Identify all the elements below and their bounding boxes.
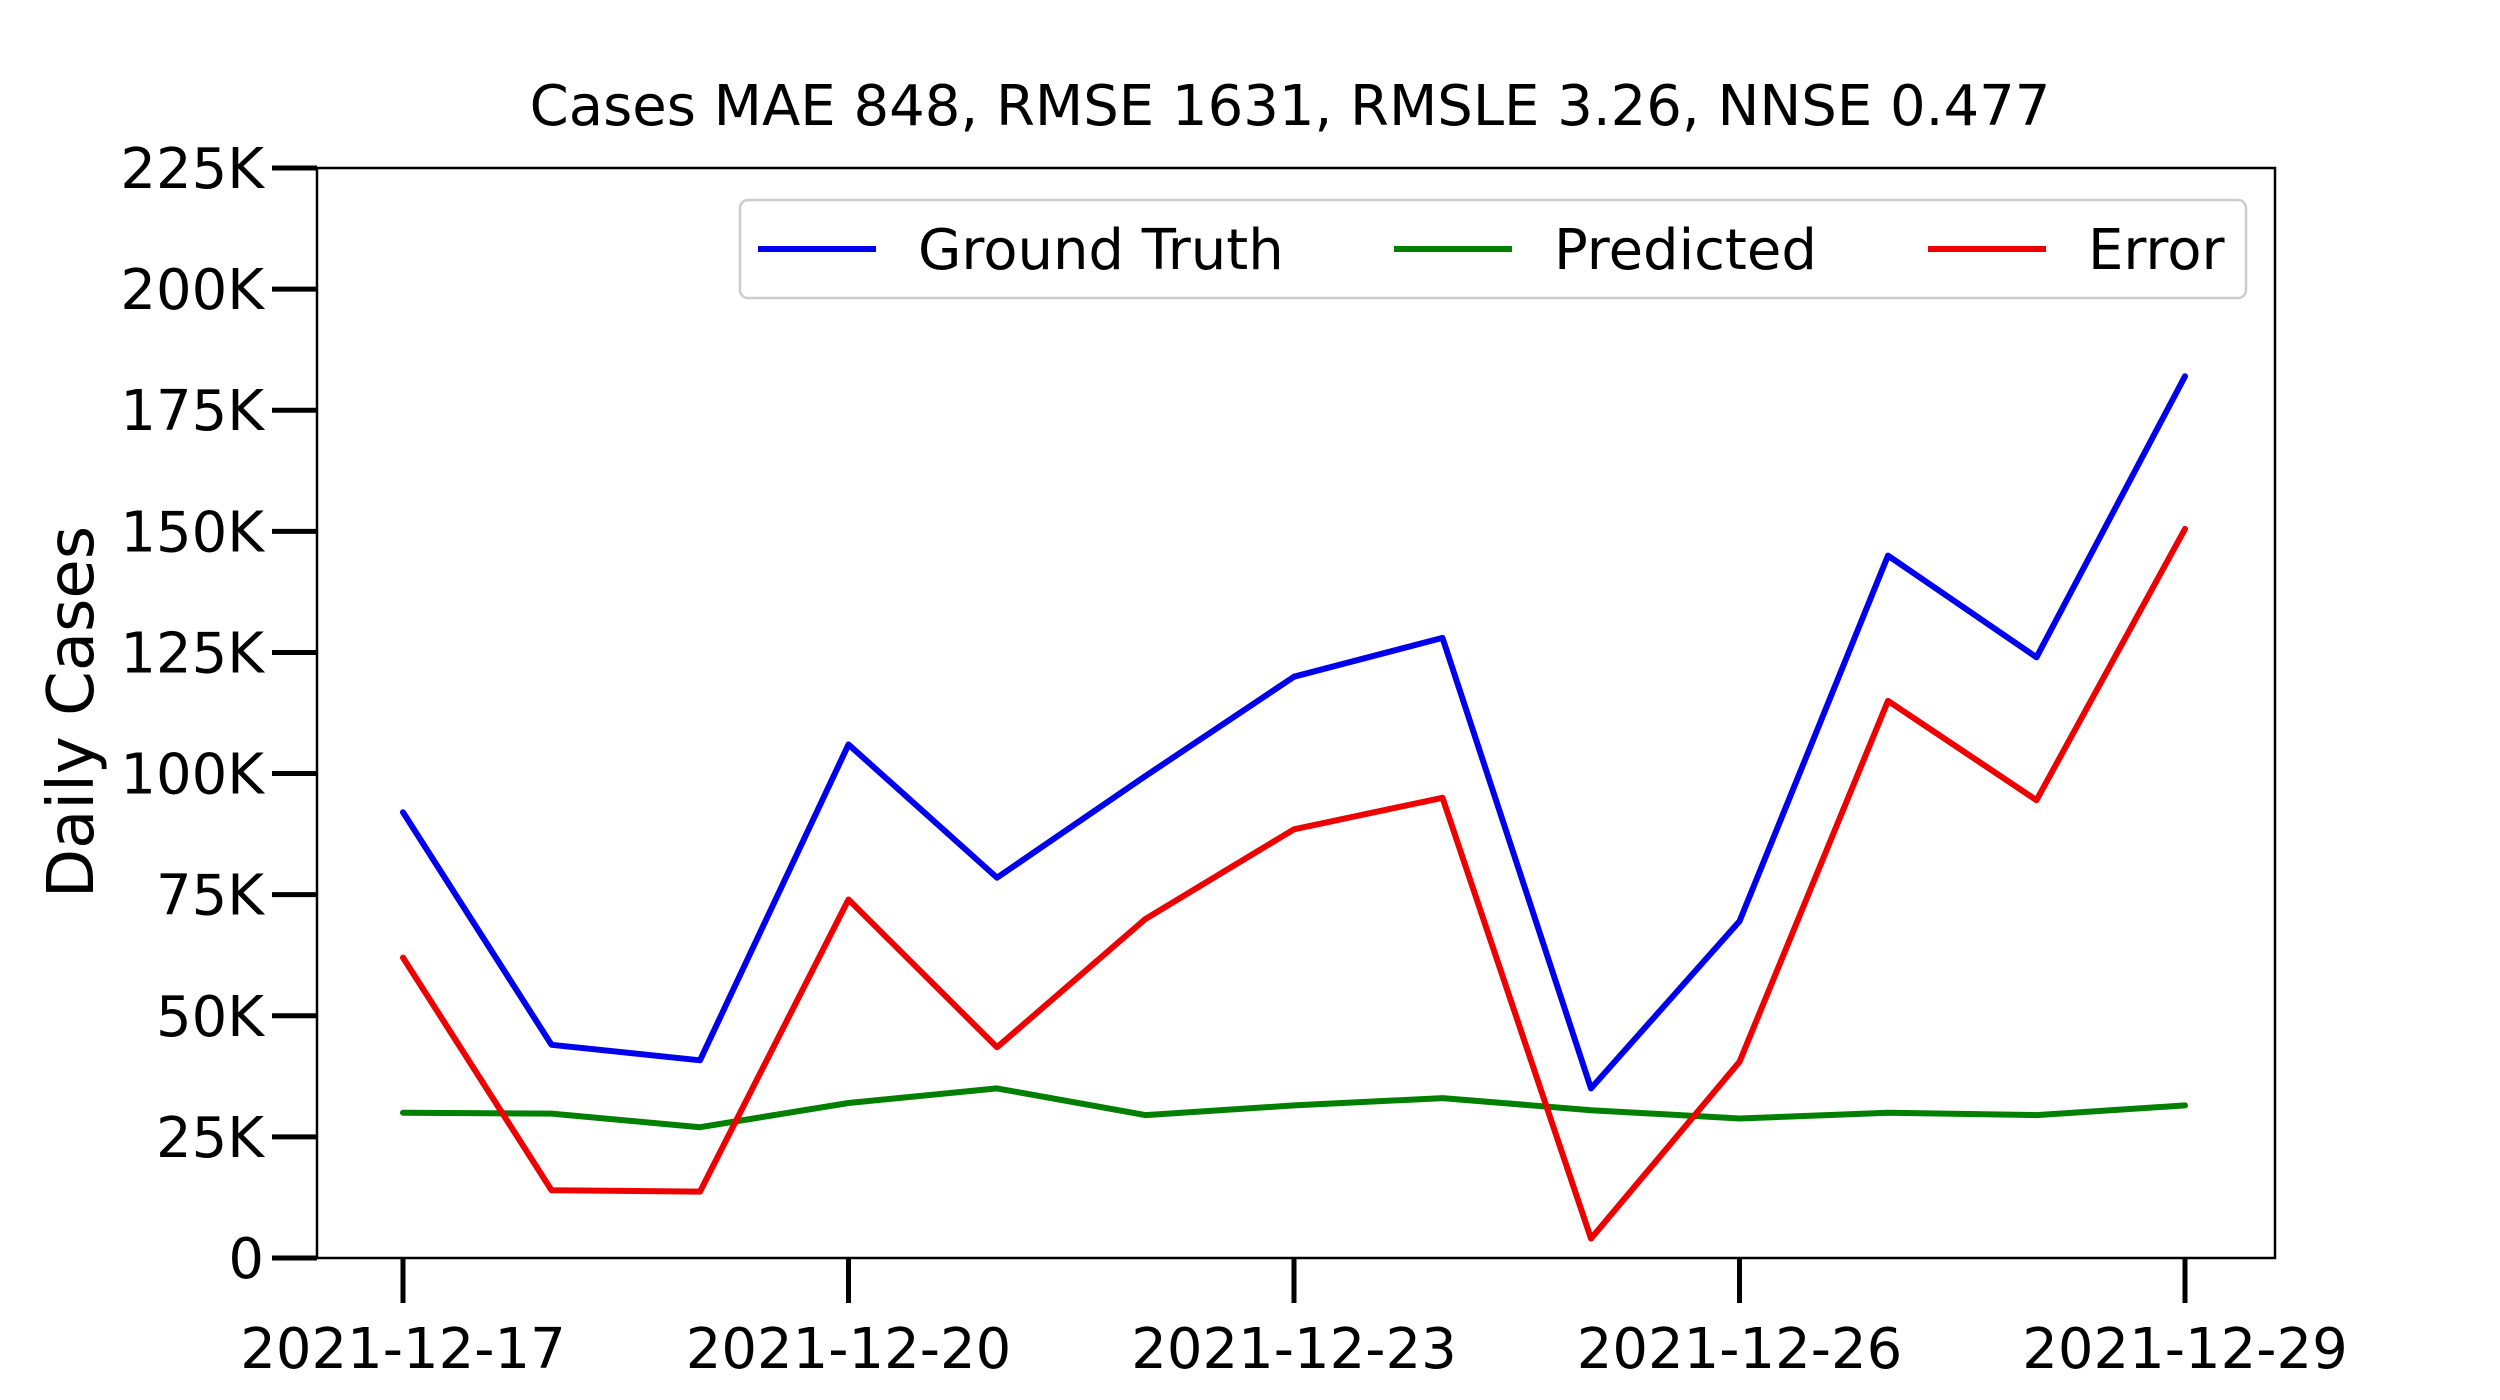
y-tick-label: 225K: [120, 137, 265, 202]
x-tick-label: 2021-12-23: [1131, 1317, 1456, 1382]
y-tick-label: 75K: [156, 864, 265, 929]
y-tick-label: 125K: [120, 621, 265, 686]
y-tick-label: 0: [228, 1227, 264, 1292]
y-axis-label: Daily Cases: [35, 526, 109, 898]
y-tick-label: 25K: [156, 1106, 265, 1171]
y-tick-label: 50K: [156, 985, 265, 1050]
series-line-error: [400, 525, 2188, 1242]
y-tick-label: 175K: [120, 379, 265, 444]
x-tick-label: 2021-12-17: [240, 1317, 565, 1382]
x-axis-ticks: 2021-12-17 2021-12-20 2021-12-23 2021-12-26…: [240, 1258, 2348, 1382]
chart-title: Cases MAE 848, RMSE 1631, RMSLE 3.26, NN…: [530, 74, 2051, 139]
y-axis-ticks: 0 25K 50K 75K 100K 125K 150K 175K 200K 225K: [120, 137, 317, 1292]
legend-label: Ground Truth: [918, 218, 1284, 283]
x-tick-label: 2021-12-20: [686, 1317, 1011, 1382]
plot-area-frame: [315, 166, 2277, 1260]
y-tick-label: 200K: [120, 258, 265, 323]
legend: Ground Truth Predicted Error: [738, 198, 2248, 300]
legend-label: Predicted: [1554, 218, 1817, 283]
y-tick-label: 100K: [120, 743, 265, 808]
x-tick-label: 2021-12-26: [1577, 1317, 1902, 1382]
legend-label: Error: [2088, 218, 2225, 283]
series-line-predicted: [400, 1085, 2188, 1131]
series-lines: [400, 373, 2188, 1242]
series-line-ground-truth: [400, 373, 2188, 1092]
x-tick-label: 2021-12-29: [2022, 1317, 2347, 1382]
y-tick-label: 150K: [120, 500, 265, 565]
